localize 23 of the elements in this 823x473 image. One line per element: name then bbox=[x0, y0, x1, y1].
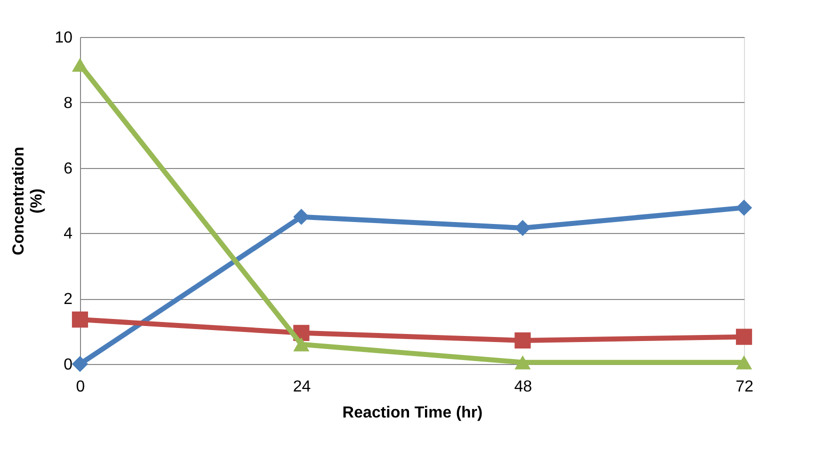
point bbox=[514, 355, 531, 370]
y-tick-label: 4 bbox=[64, 226, 73, 243]
point bbox=[293, 208, 310, 225]
y-tick-label: 0 bbox=[64, 356, 73, 374]
y-tick-label: 8 bbox=[64, 94, 73, 112]
point bbox=[72, 58, 88, 72]
point bbox=[514, 332, 531, 349]
y-tick-label: 2 bbox=[64, 291, 73, 308]
point bbox=[736, 355, 752, 370]
y-tick-label: 6 bbox=[64, 160, 73, 178]
x-tick-label: 0 bbox=[76, 378, 86, 396]
y-axis-title: Concentration (%) bbox=[10, 146, 46, 256]
y-tick-label: 10 bbox=[54, 30, 73, 46]
x-axis-title: Reaction Time (hr) bbox=[342, 404, 483, 422]
point bbox=[736, 328, 752, 345]
x-tick-label: 72 bbox=[736, 378, 754, 396]
point bbox=[72, 356, 88, 372]
x-tick-label: 48 bbox=[514, 378, 532, 396]
point bbox=[72, 311, 88, 328]
point bbox=[293, 337, 310, 352]
point bbox=[736, 200, 752, 216]
point bbox=[514, 220, 531, 236]
x-tick-label: 24 bbox=[292, 378, 311, 396]
